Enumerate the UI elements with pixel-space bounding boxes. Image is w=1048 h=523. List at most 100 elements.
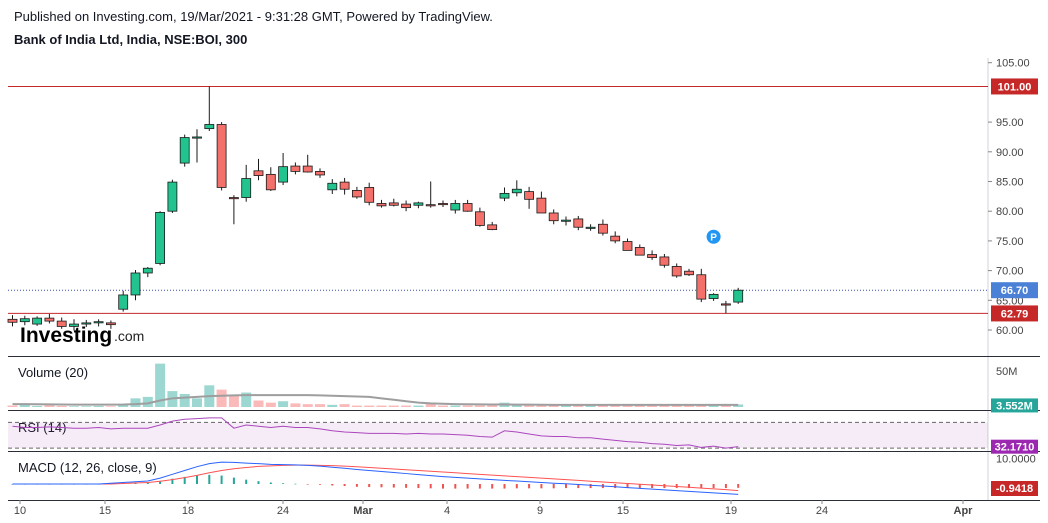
macd-histogram-bar [282,483,285,484]
candle-body [561,219,571,222]
watermark-text: Investing [20,324,112,347]
macd-histogram-bar [454,484,457,489]
candle-body [487,224,498,231]
candle-body [130,272,141,296]
volume-bar [671,405,682,407]
volume-bar [696,405,707,407]
macd-histogram-bar [269,482,272,484]
volume-bar [720,405,731,407]
candle-body [462,203,473,212]
volume-bar [155,363,166,407]
macd-pane-title: MACD (12, 26, close, 9) [18,460,157,475]
candle-body [733,289,744,303]
y-tick-label: 65.00 [996,295,1024,307]
volume-bar [19,404,30,407]
volume-bar [401,405,412,407]
macd-histogram-bar [724,484,727,489]
candle-body [204,124,215,130]
macd-histogram-bar [528,484,531,489]
candle-body [253,170,264,176]
macd-histogram-bar [208,474,211,484]
volume-last-label: 3.552M [996,400,1033,412]
macd-histogram-bar [737,484,740,488]
candle-body [696,274,707,300]
macd-histogram-bar [294,483,297,485]
macd-last-label: -0.9418 [996,483,1033,495]
rsi-last-tag [991,439,1038,454]
macd-histogram-bar [319,484,321,485]
candle-body [598,223,608,234]
candle-body [278,166,289,183]
level-price-tag [991,78,1038,95]
volume-bar [364,405,375,407]
volume-bar [216,389,227,407]
volume-axis-label: 50M [996,366,1017,378]
volume-bar [462,405,473,407]
candle-body [118,294,129,310]
macd-line [12,461,739,495]
macd-histogram-bar [417,484,420,489]
candle-body [228,197,239,200]
macd-histogram-bar [392,484,395,488]
candle-body [81,322,92,325]
candle-body [622,241,633,251]
volume-bar [142,396,153,407]
volume-pane-title: Volume (20) [18,365,88,380]
y-tick-label: 70.00 [996,266,1024,278]
volume-bar [634,405,645,407]
volume-bar [81,406,92,407]
volume-bar [548,405,559,407]
rsi-band [8,422,988,449]
x-tick-label: 24 [816,505,828,517]
volume-bar [524,405,535,407]
volume-bar [130,398,141,407]
rsi-last-label: 32.1710 [995,442,1035,454]
x-tick-label: 24 [277,505,289,517]
macd-histogram-bar [355,484,358,487]
volume-bar [228,395,239,407]
candle-body [56,320,67,327]
macd-histogram-bar [589,484,592,489]
volume-bar [44,405,55,407]
macd-histogram-bar [429,484,432,489]
volume-bar [93,405,104,407]
candle-body [413,202,424,206]
macd-histogram-bar [675,484,678,489]
volume-bar [339,404,350,407]
y-tick-label: 90.00 [996,147,1024,159]
macd-histogram-bar [306,484,309,485]
volume-bar [315,404,325,407]
candle-body [216,124,227,188]
macd-histogram-bar [491,484,494,489]
candle-body [659,256,670,266]
macd-histogram-bar [380,484,383,488]
volume-bar [290,403,301,407]
volume-bar [474,405,485,407]
macd-axis-label: 10.0000 [996,454,1036,466]
volume-bar [647,405,658,407]
macd-histogram-bar [651,484,654,489]
x-tick-label: 18 [182,505,194,517]
candle-body [93,321,104,324]
macd-histogram-bar [466,484,469,489]
candle-body [425,204,436,207]
candle-body [376,203,387,207]
macd-histogram-bar [503,484,506,489]
macd-histogram-bar [405,484,408,488]
candle-body [364,187,375,203]
macd-histogram-bar [196,475,198,484]
macd-histogram-bar [257,481,260,484]
volume-bar [192,398,202,407]
macd-histogram-bar [614,484,617,489]
candle-body [179,137,190,164]
volume-bar [118,404,129,407]
candle-body [44,317,55,322]
y-tick-label: 85.00 [996,177,1024,189]
marker-p-label: P [710,233,717,244]
volume-bar [536,405,547,407]
candle-body [32,317,42,325]
candle-body [524,191,534,200]
macd-histogram-bar [577,484,580,489]
volume-bar [327,404,338,407]
